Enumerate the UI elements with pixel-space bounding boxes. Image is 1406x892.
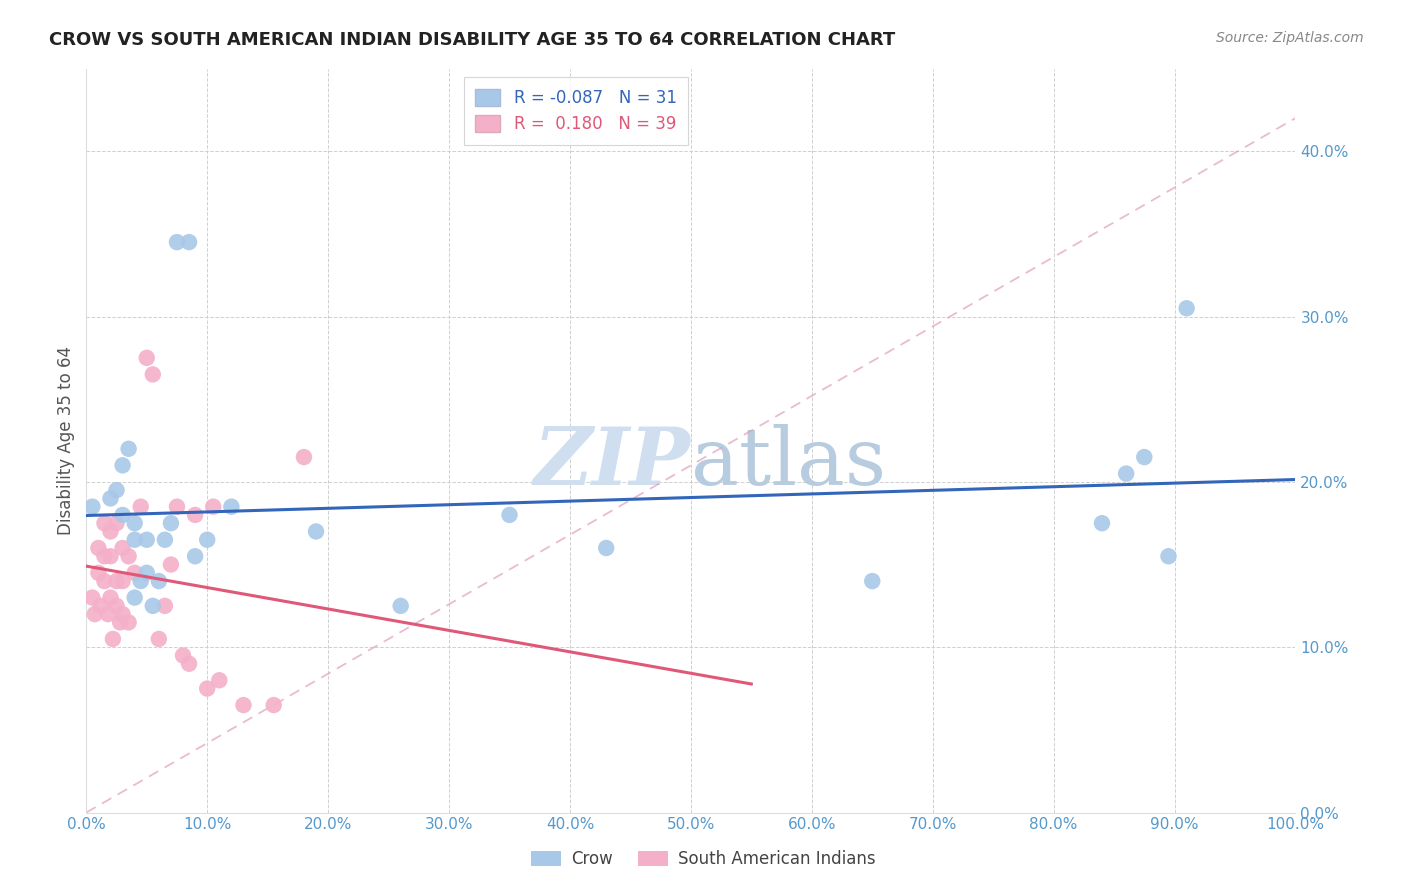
Point (166, 500, 188, 514)
Point (389, 599, 412, 613)
Point (90, 599, 112, 613)
Point (105, 574, 128, 588)
Legend: Crow, South American Indians: Crow, South American Indians (524, 844, 882, 875)
Point (153, 599, 176, 613)
Y-axis label: Disability Age 35 to 64: Disability Age 35 to 64 (58, 346, 75, 535)
Point (195, 681, 218, 696)
Point (129, 574, 152, 588)
Point (93, 574, 115, 588)
Point (82, 500, 104, 514)
Point (292, 450, 315, 464)
Point (111, 574, 134, 588)
Point (129, 500, 152, 514)
Text: CROW VS SOUTH AMERICAN INDIAN DISABILITY AGE 35 TO 64 CORRELATION CHART: CROW VS SOUTH AMERICAN INDIAN DISABILITY… (49, 31, 896, 49)
Point (100, 491, 122, 506)
Point (1133, 450, 1156, 464)
Legend: R = -0.087   N = 31, R =  0.180   N = 39: R = -0.087 N = 31, R = 0.180 N = 39 (464, 77, 689, 145)
Point (177, 235, 200, 249)
Point (111, 541, 134, 555)
Point (83, 607, 105, 621)
Point (100, 549, 122, 564)
Point (100, 591, 122, 605)
Point (148, 632, 170, 646)
Point (202, 500, 225, 514)
Point (111, 607, 134, 621)
Point (124, 516, 146, 531)
Point (305, 524, 328, 539)
Point (184, 508, 207, 522)
Point (195, 533, 218, 547)
Point (1175, 301, 1198, 316)
Point (117, 615, 139, 630)
Text: Source: ZipAtlas.com: Source: ZipAtlas.com (1216, 31, 1364, 45)
Point (105, 516, 128, 531)
Point (208, 673, 231, 688)
Point (184, 549, 207, 564)
Point (93, 549, 115, 564)
Point (160, 558, 183, 572)
Point (87, 566, 110, 580)
Point (160, 516, 183, 531)
Point (124, 533, 146, 547)
Point (117, 442, 139, 456)
Point (166, 235, 188, 249)
Point (97, 607, 120, 621)
Point (105, 599, 128, 613)
Point (153, 533, 176, 547)
Point (117, 549, 139, 564)
Point (135, 566, 157, 580)
Point (100, 524, 122, 539)
Point (101, 632, 124, 646)
Point (135, 351, 157, 365)
Point (1157, 549, 1180, 564)
Point (124, 591, 146, 605)
Point (105, 483, 128, 497)
Point (172, 648, 194, 663)
Point (108, 615, 131, 630)
Text: atlas: atlas (690, 424, 886, 502)
Point (148, 574, 170, 588)
Text: ZIP: ZIP (534, 424, 690, 501)
Point (860, 574, 883, 588)
Point (135, 533, 157, 547)
Point (595, 541, 617, 555)
Point (498, 508, 520, 522)
Point (142, 368, 165, 382)
Point (221, 500, 243, 514)
Point (142, 599, 165, 613)
Point (263, 698, 285, 712)
Point (1115, 467, 1137, 481)
Point (124, 566, 146, 580)
Point (111, 508, 134, 522)
Point (177, 657, 200, 671)
Point (93, 516, 115, 531)
Point (82, 591, 104, 605)
Point (232, 698, 254, 712)
Point (1091, 516, 1114, 531)
Point (87, 541, 110, 555)
Point (111, 458, 134, 473)
